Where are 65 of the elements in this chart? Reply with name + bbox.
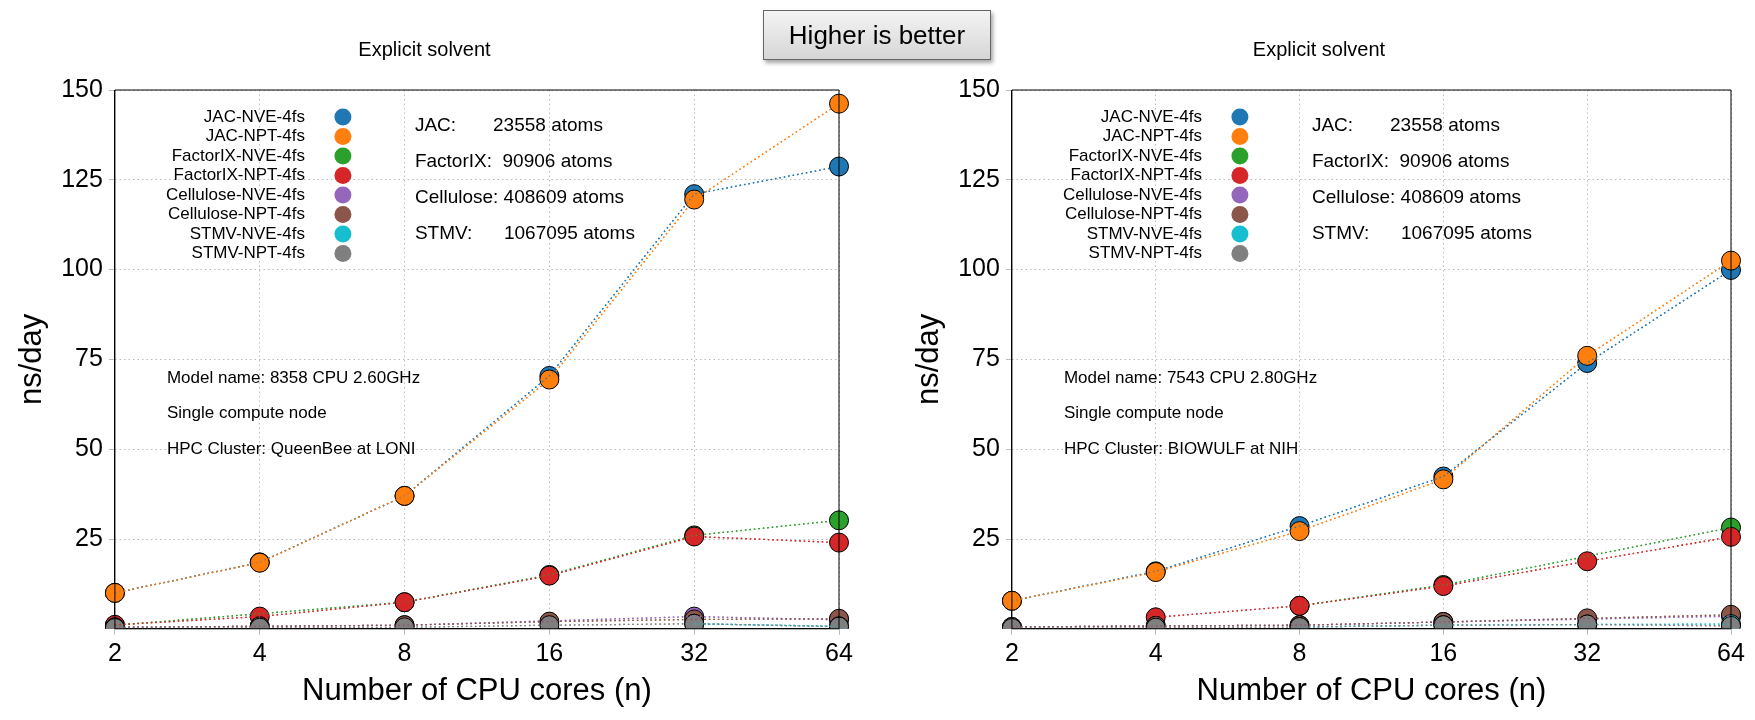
legend-label: Cellulose-NPT-4fs	[1064, 204, 1202, 224]
annotation: STMV: 1067095 atoms	[1311, 222, 1532, 244]
legend-label: STMV-NVE-4fs	[189, 223, 305, 243]
y-tick-label: 25	[75, 522, 103, 551]
annotation: FactorIX: 90906 atoms	[1311, 150, 1510, 172]
legend-label: STMV-NVE-4fs	[1086, 223, 1202, 243]
x-axis-title: Number of CPU cores (n)	[302, 671, 652, 707]
y-tick-label: 75	[972, 343, 1000, 372]
annotation: HPC Cluster: QueenBee at LONI	[166, 438, 416, 458]
y-tick-label: 75	[75, 343, 103, 372]
legend-label: FactorIX-NPT-4fs	[173, 165, 305, 185]
y-tick-label: 100	[61, 253, 103, 282]
y-tick-label: 25	[972, 522, 1000, 551]
x-tick-label: 4	[1148, 637, 1163, 666]
legend-label: JAC-NVE-4fs	[203, 106, 305, 126]
y-tick-label: 50	[75, 433, 103, 462]
legend-label: Cellulose-NVE-4fs	[1063, 184, 1202, 204]
y-axis-title: ns/day	[910, 313, 946, 406]
legend-label: JAC-NPT-4fs	[1102, 126, 1202, 146]
legend-label: Cellulose-NVE-4fs	[166, 184, 305, 204]
x-tick-label: 16	[1429, 637, 1458, 666]
point	[1577, 345, 1598, 366]
point	[684, 189, 705, 210]
annotation: JAC: 23558 atoms	[414, 114, 603, 136]
y-tick-label: 150	[61, 73, 103, 102]
legend-label: JAC-NVE-4fs	[1100, 106, 1202, 126]
legend-label: STMV-NPT-4fs	[1088, 243, 1202, 263]
y-tick-label: 125	[61, 163, 103, 192]
annotation: Single compute node	[166, 403, 327, 423]
legend-label: FactorIX-NPT-4fs	[1070, 165, 1202, 185]
x-tick-label: 2	[107, 637, 122, 666]
legend-label: STMV-NPT-4fs	[191, 243, 305, 263]
point	[1577, 551, 1598, 572]
y-axis-title: ns/day	[13, 313, 49, 406]
x-tick-label: 8	[1292, 637, 1307, 666]
y-tick-label: 50	[972, 433, 1000, 462]
x-tick-label: 16	[535, 637, 564, 666]
annotation: Model name: 8358 CPU 2.60GHz	[166, 367, 421, 387]
x-tick-label: 32	[680, 637, 709, 666]
annotation: Cellulose: 408609 atoms	[1311, 186, 1522, 208]
y-tick-label: 125	[958, 163, 1000, 192]
legend-label: FactorIX-NVE-4fs	[1068, 145, 1202, 165]
point	[1289, 521, 1310, 542]
y-tick-label: 150	[958, 73, 1000, 102]
x-tick-label: 4	[252, 637, 267, 666]
x-tick-label: 64	[1717, 637, 1745, 666]
annotation: HPC Cluster: BIOWULF at NIH	[1063, 438, 1299, 458]
annotation: Single compute node	[1063, 403, 1224, 423]
chart-title: Explicit solvent	[358, 37, 492, 60]
annotation: FactorIX: 90906 atoms	[414, 150, 613, 172]
legend-label: JAC-NPT-4fs	[205, 126, 305, 146]
annotation: Cellulose: 408609 atoms	[414, 186, 625, 208]
x-axis-title: Number of CPU cores (n)	[1196, 671, 1547, 707]
x-tick-label: 2	[1004, 637, 1019, 666]
annotation: STMV: 1067095 atoms	[414, 222, 635, 244]
legend-label: Cellulose-NPT-4fs	[167, 204, 305, 224]
x-tick-label: 64	[825, 637, 853, 666]
annotation: JAC: 23558 atoms	[1311, 114, 1500, 136]
annotation: Model name: 7543 CPU 2.80GHz	[1063, 367, 1318, 387]
legend-label: FactorIX-NVE-4fs	[171, 145, 305, 165]
chart-title: Explicit solvent	[1252, 37, 1386, 60]
text: Higher is better	[763, 10, 991, 60]
x-tick-label: 32	[1573, 637, 1602, 666]
x-tick-label: 8	[397, 637, 412, 666]
y-tick-label: 100	[958, 253, 1000, 282]
